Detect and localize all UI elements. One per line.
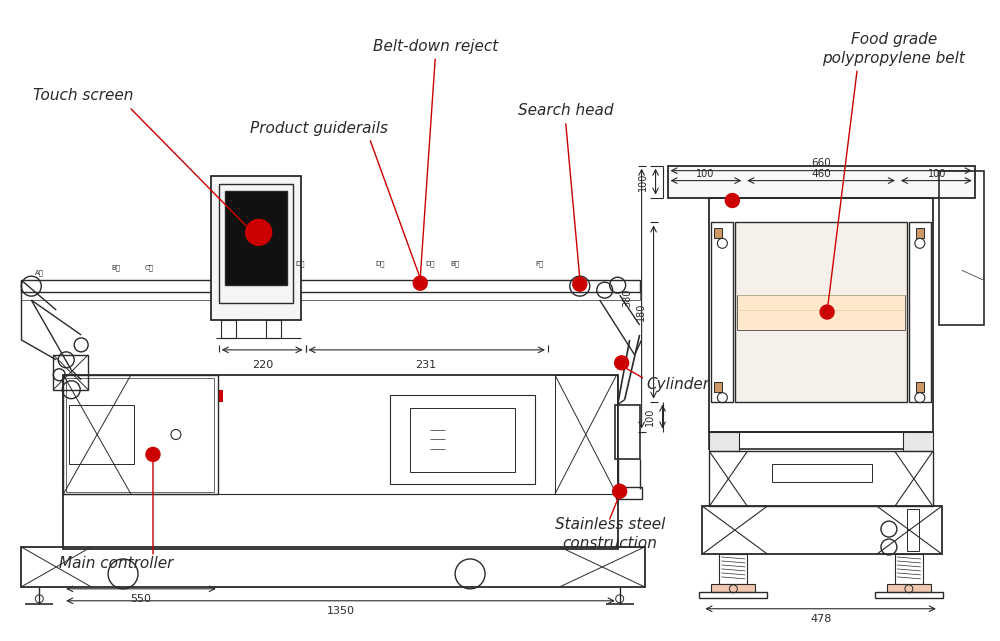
Bar: [211, 176, 301, 320]
Bar: [21, 547, 645, 587]
Text: Main controller: Main controller: [59, 556, 173, 571]
Bar: [887, 584, 931, 592]
Text: Food grade
polypropylene belt: Food grade polypropylene belt: [822, 33, 965, 66]
Bar: [916, 228, 924, 238]
Bar: [225, 190, 287, 285]
Text: D轴: D轴: [425, 260, 435, 267]
Text: 100: 100: [645, 408, 655, 426]
Circle shape: [413, 276, 427, 290]
Text: 100: 100: [638, 172, 648, 191]
Circle shape: [146, 447, 160, 462]
Bar: [711, 584, 755, 592]
Bar: [709, 451, 933, 506]
Text: Search head: Search head: [518, 103, 614, 119]
Text: 231: 231: [415, 360, 436, 370]
Text: 660: 660: [811, 158, 831, 168]
Bar: [219, 183, 293, 303]
Bar: [219, 390, 223, 402]
Bar: [895, 554, 923, 584]
Text: 478: 478: [810, 613, 832, 624]
Bar: [555, 375, 617, 494]
Bar: [709, 197, 933, 431]
Bar: [221, 320, 236, 338]
Bar: [737, 295, 905, 330]
Bar: [616, 487, 642, 499]
Bar: [699, 592, 767, 598]
Bar: [709, 431, 739, 451]
Text: Touch screen: Touch screen: [33, 88, 133, 103]
Text: 220: 220: [252, 360, 273, 370]
Bar: [709, 431, 933, 449]
Bar: [735, 222, 907, 402]
Bar: [909, 222, 931, 402]
Text: B轴: B轴: [451, 260, 460, 267]
Bar: [714, 382, 722, 392]
Bar: [69, 404, 134, 464]
Bar: [668, 165, 975, 197]
Bar: [714, 228, 722, 238]
Bar: [711, 222, 733, 402]
Text: A轴: A轴: [35, 269, 44, 276]
Bar: [266, 320, 281, 338]
Text: F轴: F轴: [536, 260, 544, 267]
Bar: [21, 292, 640, 300]
Text: 100: 100: [696, 169, 715, 179]
Text: Product guiderails: Product guiderails: [250, 121, 388, 137]
Text: 1350: 1350: [326, 606, 354, 616]
Bar: [615, 404, 640, 460]
Bar: [66, 378, 214, 492]
Bar: [719, 554, 747, 584]
Bar: [390, 395, 535, 485]
Circle shape: [246, 219, 272, 246]
Text: 380: 380: [623, 289, 633, 307]
Circle shape: [613, 485, 627, 498]
Bar: [772, 464, 872, 482]
Text: Belt-down reject: Belt-down reject: [373, 38, 498, 54]
Bar: [702, 506, 942, 554]
Bar: [410, 408, 515, 472]
Text: 460: 460: [811, 169, 831, 179]
Text: 100: 100: [928, 169, 946, 179]
Bar: [939, 171, 984, 325]
Bar: [63, 375, 218, 494]
Circle shape: [573, 277, 587, 291]
Text: C轴: C轴: [144, 264, 153, 271]
Bar: [875, 592, 943, 598]
Text: 180: 180: [636, 303, 646, 321]
Text: 550: 550: [130, 594, 152, 604]
Bar: [63, 375, 618, 549]
Bar: [916, 382, 924, 392]
Circle shape: [820, 305, 834, 319]
Circle shape: [725, 194, 739, 208]
Text: Stainless steel
construction: Stainless steel construction: [555, 517, 665, 551]
Text: Cylinder: Cylinder: [647, 377, 710, 392]
Text: D轴: D轴: [296, 260, 305, 267]
Text: B轴: B轴: [112, 264, 121, 271]
Bar: [907, 509, 919, 551]
Text: D轴: D轴: [376, 260, 385, 267]
Bar: [21, 280, 640, 292]
Circle shape: [615, 356, 629, 370]
Bar: [903, 431, 933, 451]
Bar: [53, 355, 88, 390]
